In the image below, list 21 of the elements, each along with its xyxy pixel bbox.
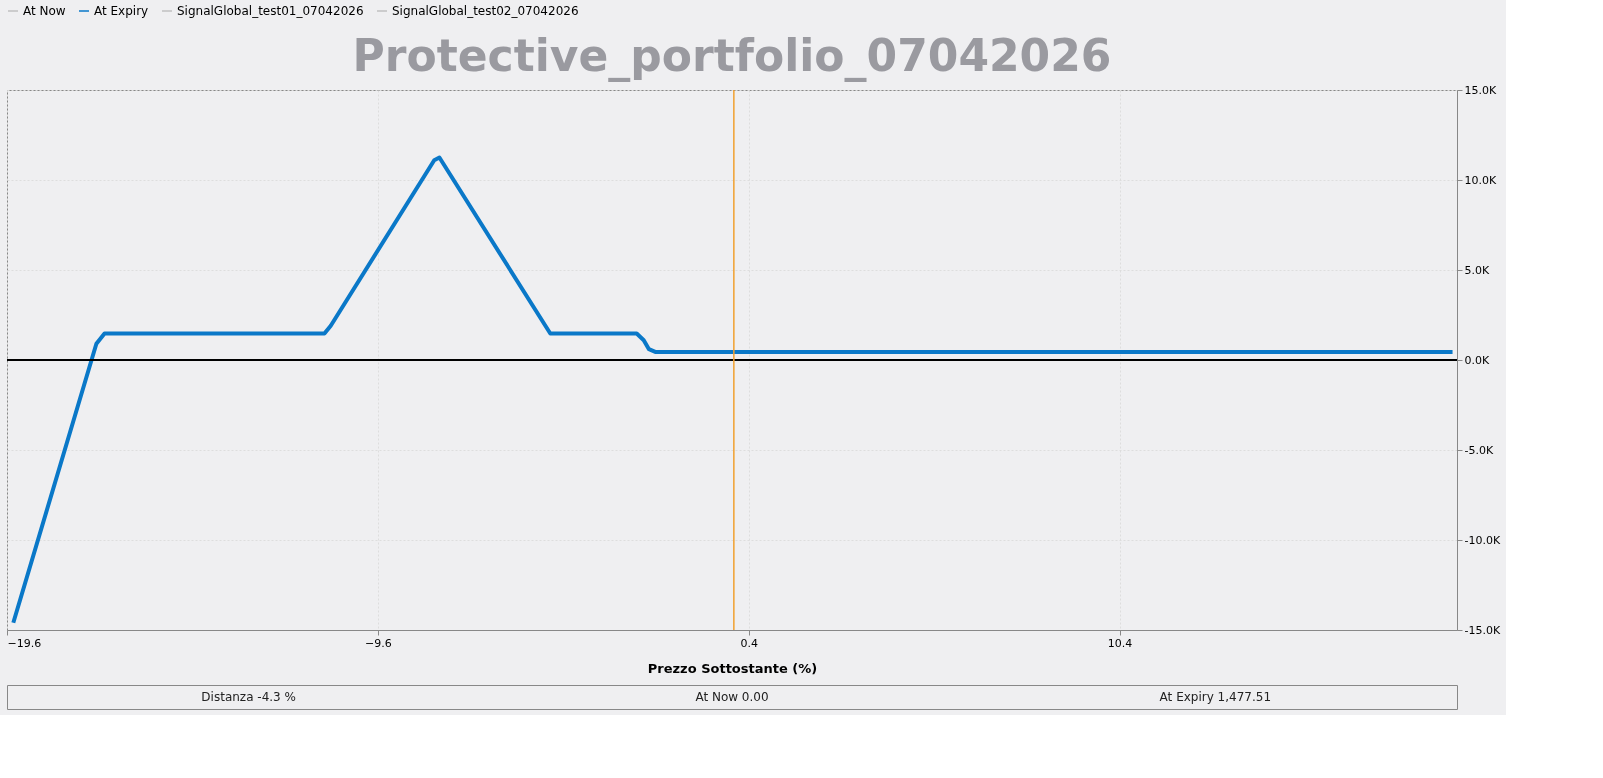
y-tick-label: 0.0K <box>1464 353 1490 367</box>
y-tick-label: -10.0K <box>1464 533 1501 547</box>
x-tick-label: 10.4 <box>1107 636 1133 650</box>
x-axis-title: Prezzo Sottostante (%) <box>647 660 818 676</box>
chart-title: Protective_portfolio_07042026 <box>352 30 1112 82</box>
x-tick-label: −19.6 <box>7 636 42 650</box>
legend-label: SignalGlobal_test01_07042026 <box>177 4 364 18</box>
x-tick-label: −9.6 <box>364 636 392 650</box>
text: At Now 0.00 <box>695 690 769 704</box>
legend-label: SignalGlobal_test02_07042026 <box>392 4 579 18</box>
y-tick-label: -15.0K <box>1464 623 1501 637</box>
y-tick-label: -5.0K <box>1464 443 1494 457</box>
y-tick-label: 5.0K <box>1464 263 1490 277</box>
text: At Expiry 1,477.51 <box>1159 690 1272 704</box>
legend-label: At Now <box>23 4 66 18</box>
y-tick-label: 15.0K <box>1464 83 1497 97</box>
text: Distanza -4.3 % <box>201 690 296 704</box>
legend-label: At Expiry <box>94 4 149 18</box>
line-series <box>11 155 1455 625</box>
x-tick-label: 0.4 <box>740 636 758 650</box>
y-tick-label: 10.0K <box>1464 173 1497 187</box>
